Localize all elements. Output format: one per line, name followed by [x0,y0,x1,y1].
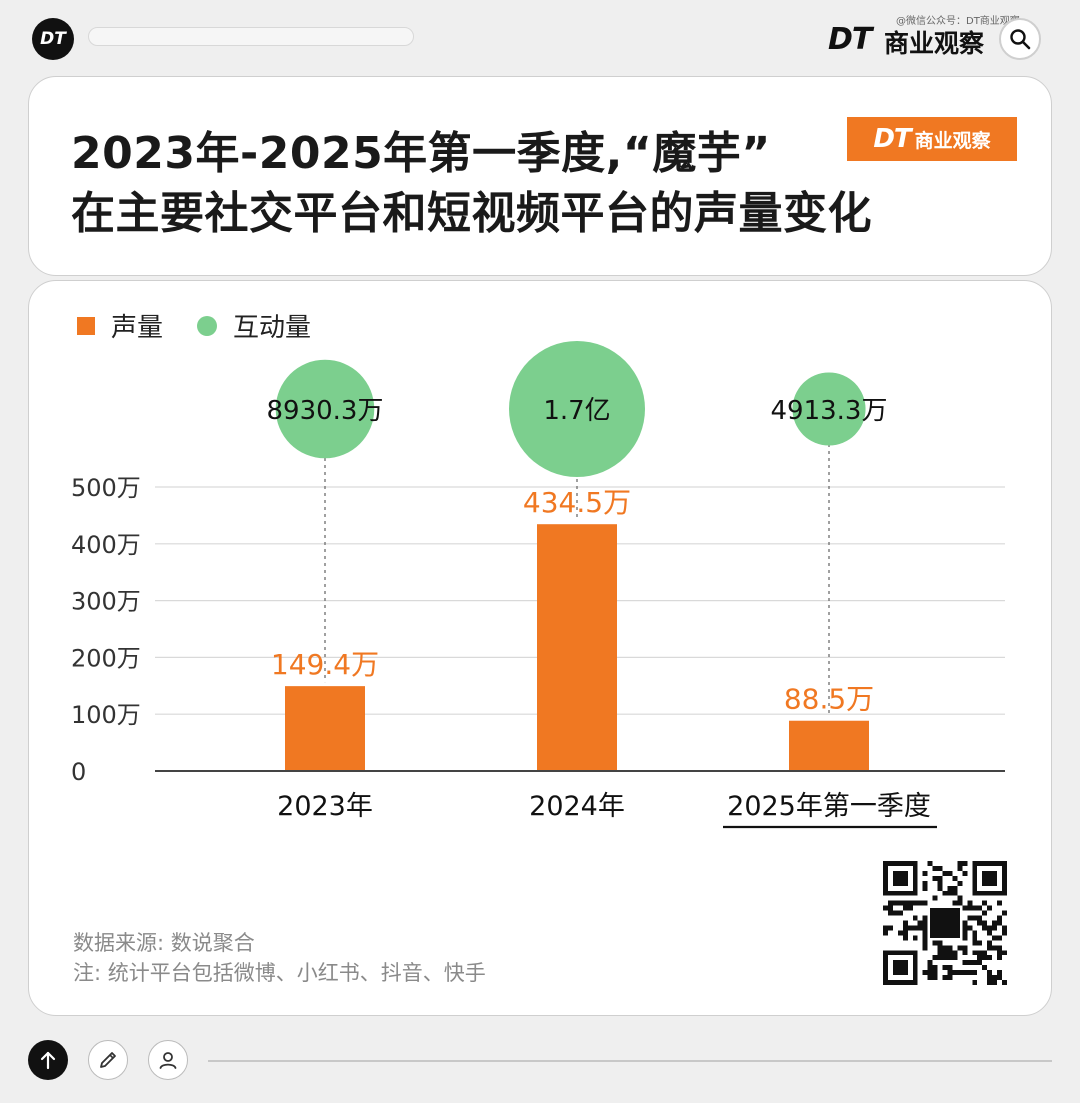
data-source-note: 数据来源: 数说聚合 [73,931,255,955]
volume-bar [285,686,365,771]
chart-legend: 声量 互动量 [77,307,311,344]
volume-label: 149.4万 [271,648,379,681]
x-category-label: 2024年 [529,791,625,822]
edit-button[interactable] [88,1040,128,1080]
chart-plot: 0 100万 200万 300万 400万 500万 8930.3万 149.4万 2023年 1… [71,341,1005,829]
interaction-label: 1.7亿 [543,396,610,426]
scroll-top-button[interactable] [28,1040,68,1080]
y-tick-label: 400万 [71,531,141,559]
interaction-label: 8930.3万 [267,396,384,426]
platform-note: 注: 统计平台包括微博、小红书、抖音、快手 [73,961,486,985]
title-card: 2023年-2025年第一季度,“魔芋” 在主要社交平台和短视频平台的声量变化 … [28,76,1052,276]
pencil-icon [100,1052,116,1068]
top-bar: DT @微信公众号：DT商业观察 DT 商业观察 [0,0,1080,80]
brand-mark: DT [828,22,872,57]
profile-button[interactable] [148,1040,188,1080]
interaction-bubble [509,341,645,477]
legend-interaction-label: 互动量 [233,313,312,343]
arrow-up-icon [40,1051,56,1070]
chart-title-line-1: 2023年-2025年第一季度,“魔芋” [71,128,771,179]
volume-label: 434.5万 [523,486,631,519]
dt-logo-icon[interactable]: DT [32,18,74,60]
legend-volume-swatch [77,316,95,335]
badge-text: 商业观察 [914,129,991,152]
y-tick-label: 500万 [71,474,141,502]
qr-code [883,861,1007,985]
user-icon [159,1052,177,1069]
volume-bar [789,720,869,771]
x-category-label: 2025年第一季度 [727,791,931,822]
interaction-bubble [792,372,866,446]
interaction-bubble [275,359,375,459]
badge-mark: DT [873,124,911,154]
search-icon [1010,29,1031,50]
legend-interaction-swatch [197,315,218,336]
y-tick-label: 0 [71,758,86,786]
chart-card: 声量 互动量 0 100万 200万 300万 400万 500万 8930.3万 149.4… [28,280,1052,1016]
brand-badge: DT 商业观察 [847,117,1017,161]
volume-bar [537,524,617,771]
brand-name: 商业观察 [884,29,985,58]
y-tick-label: 200万 [71,644,141,672]
wechat-account-note: @微信公众号：DT商业观察 [896,16,1020,27]
y-tick-label: 100万 [71,701,141,729]
toolbar-divider [208,1060,1052,1062]
search-button[interactable] [999,18,1041,60]
interaction-label: 4913.3万 [771,396,888,426]
top-search-bar[interactable] [88,27,414,46]
legend-volume-label: 声量 [111,313,164,343]
volume-label: 88.5万 [784,683,874,716]
y-tick-label: 300万 [71,588,141,616]
x-category-label: 2023年 [277,791,373,822]
chart-title-line-2: 在主要社交平台和短视频平台的声量变化 [71,188,872,239]
